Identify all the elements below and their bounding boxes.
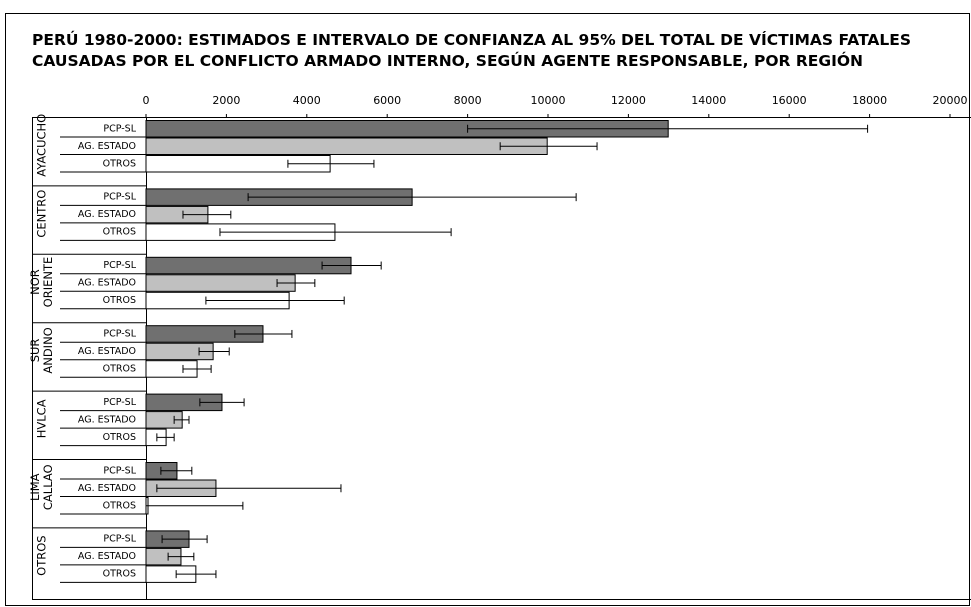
agent-label: AG. ESTADO	[78, 209, 136, 220]
agent-label: PCP-SL	[103, 328, 136, 339]
agent-label: PCP-SL	[103, 534, 136, 545]
chart-title: CAUSADAS POR EL CONFLICTO ARMADO INTERNO…	[32, 51, 863, 70]
x-tick-label: 18000	[852, 94, 887, 107]
x-tick-label: 12000	[611, 94, 646, 107]
x-tick-label: 8000	[454, 94, 482, 107]
agent-label: PCP-SL	[103, 192, 136, 203]
agent-label: AG. ESTADO	[78, 141, 136, 152]
x-tick-label: 10000	[531, 94, 566, 107]
agent-label: OTROS	[103, 158, 136, 169]
agent-label: PCP-SL	[103, 260, 136, 271]
agent-label: OTROS	[103, 432, 136, 443]
region-label: SUR	[28, 339, 42, 363]
x-tick-label: 2000	[212, 94, 240, 107]
region-label: ANDINO	[41, 327, 55, 373]
agent-label: AG. ESTADO	[78, 414, 136, 425]
x-tick-label: 14000	[691, 94, 726, 107]
agent-label: AG. ESTADO	[78, 551, 136, 562]
agent-label: OTROS	[103, 500, 136, 511]
region-label: CALLAO	[41, 464, 55, 510]
region-label: CENTRO	[35, 190, 49, 238]
agent-label: OTROS	[103, 363, 136, 374]
agent-label: PCP-SL	[103, 465, 136, 476]
agent-label: PCP-SL	[103, 123, 136, 134]
agent-label: OTROS	[103, 227, 136, 238]
region-label: OTROS	[35, 535, 49, 575]
agent-label: OTROS	[103, 295, 136, 306]
agent-label: AG. ESTADO	[78, 346, 136, 357]
region-label: NOR	[28, 269, 42, 295]
agent-label: PCP-SL	[103, 397, 136, 408]
x-tick-label: 16000	[772, 94, 807, 107]
bar	[145, 137, 548, 155]
frame	[5, 13, 970, 606]
x-tick-label: 4000	[293, 94, 321, 107]
agent-label: OTROS	[103, 569, 136, 580]
agent-label: AG. ESTADO	[78, 278, 136, 289]
x-tick-label: 20000	[933, 94, 968, 107]
agent-label: AG. ESTADO	[78, 483, 136, 494]
x-tick-label: 0	[143, 94, 150, 107]
region-label: LIMA	[28, 473, 42, 501]
region-label: ORIENTE	[41, 257, 55, 308]
bar	[145, 274, 296, 292]
region-label: AYACUCHO	[35, 114, 49, 177]
region-label: HVLCA	[35, 399, 49, 438]
x-tick-label: 6000	[373, 94, 401, 107]
chart-title: PERÚ 1980-2000: ESTIMADOS E INTERVALO DE…	[32, 30, 911, 49]
bar	[145, 256, 352, 275]
